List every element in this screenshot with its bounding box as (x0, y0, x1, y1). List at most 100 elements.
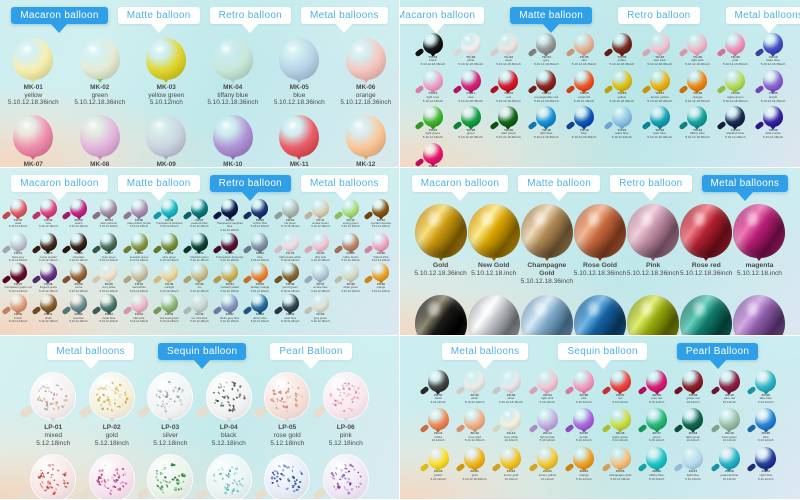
balloon-item[interactable]: Light Blue5.10.12.18.inch (520, 294, 573, 335)
balloon-item[interactable]: ZG-24orange5.10.12inch (564, 446, 602, 481)
balloon-item[interactable]: Black5.10.12.18.inch (414, 294, 467, 335)
balloon-item[interactable]: LP-05 rose gold 5.12.18inch (253, 372, 317, 447)
tab-metal-balloons[interactable]: Metal balloons (301, 7, 388, 24)
balloon-item[interactable]: FG-02rose5.10.12.18inch (31, 199, 63, 232)
tab-metal-balloons[interactable]: Metal balloons (725, 7, 800, 24)
balloon-item[interactable]: MK-01 yellow 5.10.12.18.36inch (0, 38, 67, 107)
balloon-item[interactable]: YG-30purple5.10.12.18.36inch (754, 69, 792, 104)
tab-metal-balloons[interactable]: Metal balloons (701, 175, 789, 192)
balloon-item[interactable]: LP-07red5.12.18inch (19, 454, 83, 499)
balloon-item[interactable]: YG-03clear5.10.12.18.36inch (489, 33, 528, 67)
balloon-item[interactable]: FG-08Transparent sapphire blue5.10.12.18… (212, 199, 245, 232)
balloon-item[interactable]: MK-02 green 5.10.12.18.36inch (67, 38, 134, 107)
balloon-item[interactable]: Rose red 5.10.12.18.36inch (680, 204, 733, 286)
balloon-item[interactable]: ZG-01black5.10.12inch (419, 370, 456, 404)
balloon-item[interactable]: MK-03 yellow green 5.10.12inch (133, 38, 200, 107)
balloon-item[interactable]: YG-09pink5.10.12.18.36inch (716, 33, 754, 67)
balloon-item[interactable]: FG-41khaki5.10.12.18inch (31, 293, 63, 324)
balloon-item[interactable]: YG-19blue5.10.12.18.36inch (565, 106, 603, 140)
tab-pearl-balloon[interactable]: Pearl Balloon (676, 343, 759, 360)
balloon-item[interactable]: YG-11rose5.10.12.18.36inch (452, 69, 490, 104)
tab-macaron-balloon[interactable]: Macaron balloon (11, 7, 108, 24)
balloon-item[interactable]: MK-06 orange 5.10.12.18.36inch (333, 38, 400, 107)
tab-matte-balloon[interactable]: Matte balloon (117, 175, 200, 192)
tab-retro-balloon[interactable]: Retro balloon (610, 175, 692, 192)
balloon-item[interactable]: YG-02white5.10.12.18.36inch (452, 33, 490, 67)
tab-metal-balloons[interactable]: Metal balloons (441, 343, 529, 360)
balloon-item[interactable]: MK-09grey5.10.12.18inch (133, 114, 200, 167)
balloon-item[interactable]: ZG-20yellow5.10.12inch (419, 446, 456, 481)
balloon-item[interactable]: MK-05 blue 5.10.12.18.36inch (266, 38, 333, 107)
balloon-item[interactable]: ZG-21gold5.10.12.18.36inch (455, 446, 492, 481)
balloon-item[interactable]: Silver5.10.12.18.36inch (467, 294, 520, 335)
balloon-item[interactable]: MK-04 tiffany blue 5.10.12.18.36inch (200, 38, 267, 107)
balloon-item[interactable]: ZG-07red5.10.12inch (601, 370, 638, 404)
balloon-item[interactable]: LP-04 black 5.12.18inch (194, 372, 259, 447)
balloon-item[interactable]: YG-06coffee5.10.12.18.36inch (603, 33, 641, 67)
tab-retro-balloon[interactable]: Retro balloon (618, 7, 700, 24)
balloon-item[interactable]: LP-11blue5.12.18inch (253, 454, 317, 499)
tab-retro-balloon[interactable]: Retro balloon (209, 7, 292, 24)
balloon-item[interactable]: Green5.10.12.18.36inch (680, 294, 733, 335)
balloon-item[interactable]: Light Green10.12.18.36inch (627, 294, 680, 335)
balloon-item[interactable]: MK-07pink5.10.12.18.36inch (0, 114, 67, 167)
balloon-item[interactable]: magenta 5.10.12.18.inch (733, 204, 786, 286)
balloon-item[interactable]: YG-05skin5.10.12.18.36inch (565, 33, 603, 67)
balloon-item[interactable]: ZG-15purple5.10.12inch (564, 408, 602, 442)
balloon-item[interactable]: ZG-05pink5.10.12inch (564, 370, 602, 404)
balloon-item[interactable]: LP-12purple5.12.18inch (311, 454, 376, 499)
balloon-item[interactable]: FG-32sunlight5.10.12.18inch (152, 263, 184, 293)
balloon-item[interactable]: FG-16chocolate5.10.12.18inch (61, 232, 93, 263)
balloon-item[interactable]: LP-01 mixed 5.12.18inch (19, 372, 83, 447)
tab-metal-balloons[interactable]: Metal balloons (47, 343, 134, 360)
balloon-item[interactable]: YG-16yellow5.10.12.18.36inch (603, 69, 641, 104)
balloon-item[interactable]: Purple5.10.12.18.36inch (733, 294, 786, 335)
